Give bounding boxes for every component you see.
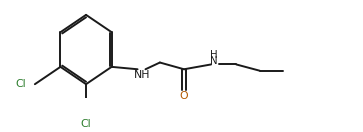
Text: O: O: [180, 91, 188, 101]
Text: Cl: Cl: [81, 119, 91, 129]
Text: N: N: [210, 56, 218, 66]
Text: NH: NH: [134, 70, 151, 80]
Text: H: H: [210, 50, 218, 60]
Text: Cl: Cl: [15, 79, 26, 89]
